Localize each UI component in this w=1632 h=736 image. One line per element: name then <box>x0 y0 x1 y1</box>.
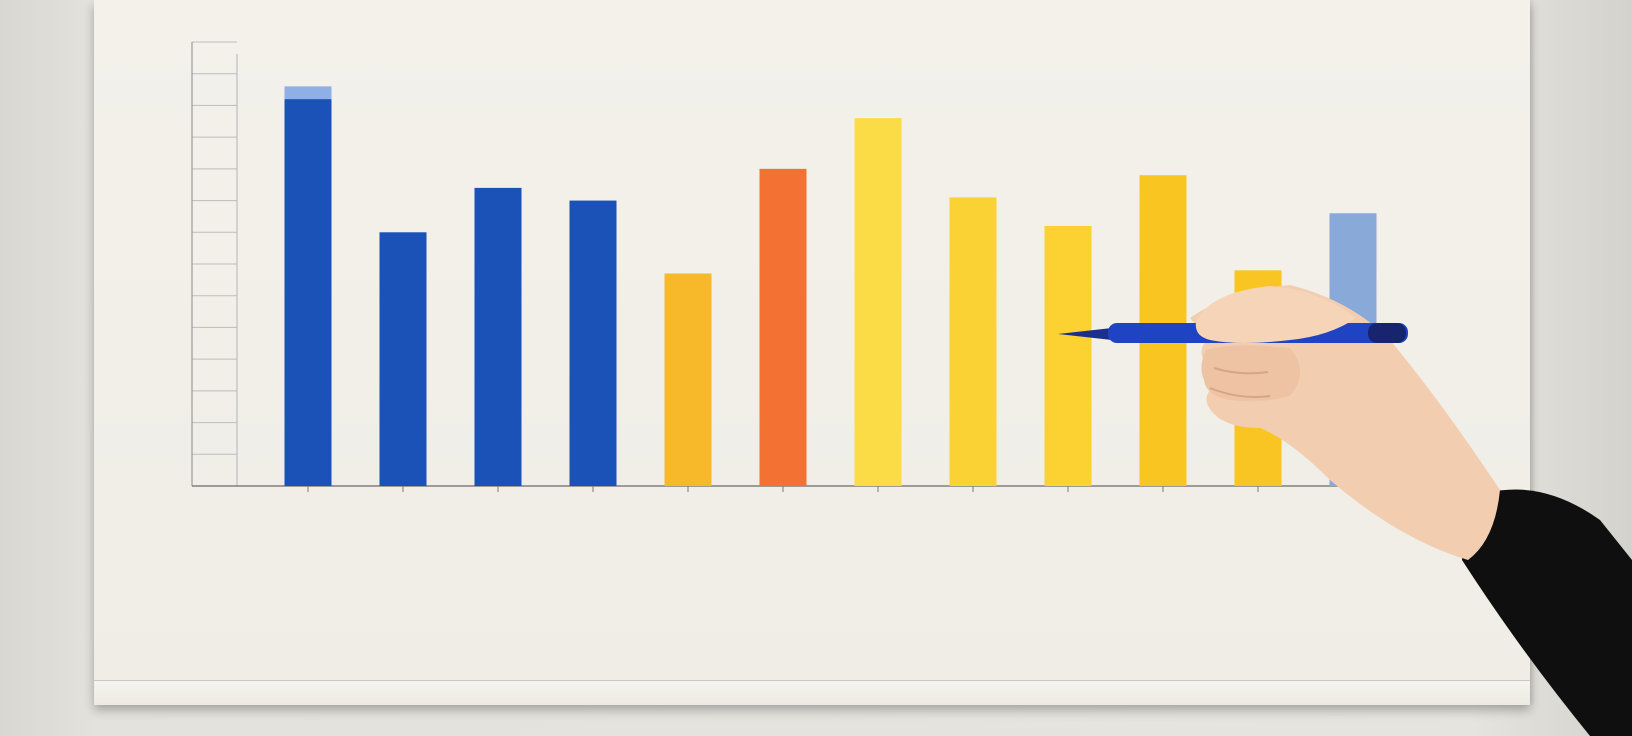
bars <box>284 86 1377 487</box>
y-axis-ticks <box>192 41 237 455</box>
bar-11 <box>1234 270 1282 486</box>
x-axis-ticks <box>307 486 1354 492</box>
bar-7 <box>854 118 902 486</box>
bar-8 <box>949 197 997 486</box>
bar-6 <box>759 168 807 486</box>
bar-12 <box>1329 213 1377 486</box>
board-ledge <box>94 680 1530 705</box>
bar-5 <box>664 273 712 486</box>
bar-1 <box>284 99 332 486</box>
bar-9 <box>1044 225 1092 486</box>
bar-3 <box>474 187 522 486</box>
bar-2 <box>379 232 427 486</box>
bar-1-cap <box>284 86 332 100</box>
bar-10 <box>1139 175 1187 486</box>
bar-4 <box>569 200 617 487</box>
